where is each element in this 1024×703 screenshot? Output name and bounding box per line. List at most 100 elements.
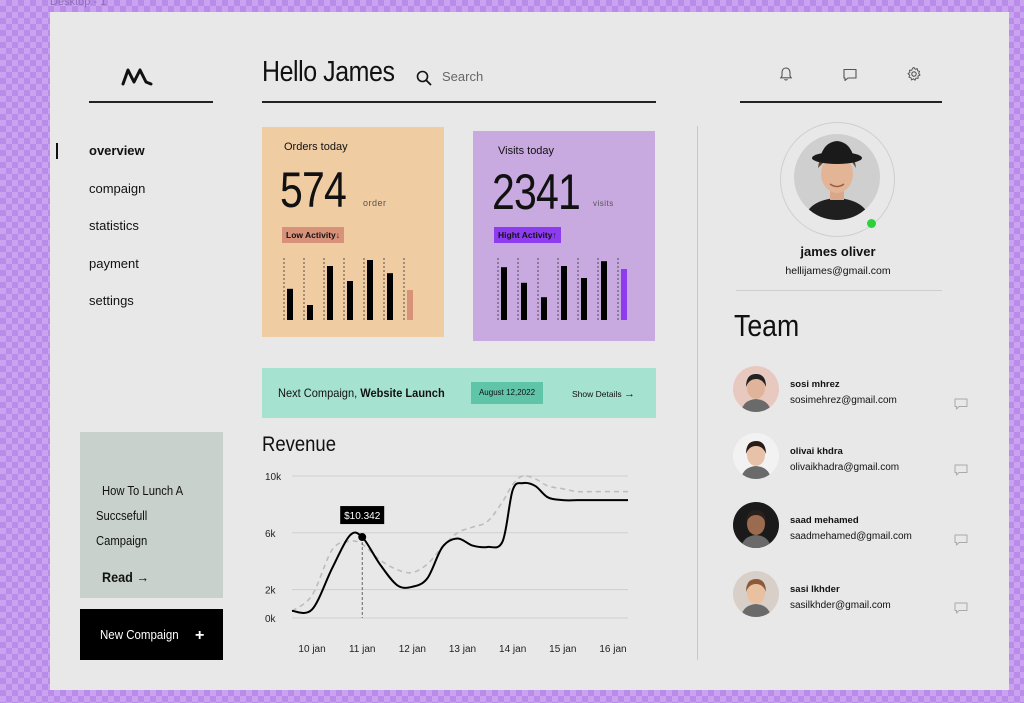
visits-unit: visits <box>593 199 614 208</box>
revenue-tooltip <box>340 506 385 525</box>
new-campaign-label: New Compaign <box>100 628 179 642</box>
nav-item-statistics[interactable]: statistics <box>89 218 139 233</box>
bell-icon[interactable] <box>778 66 794 82</box>
team-member-email: saadmehamed@gmail.com <box>790 531 912 542</box>
profile-avatar[interactable] <box>794 134 880 220</box>
visits-count: 2341 <box>492 164 581 220</box>
team-member-avatar <box>733 502 779 548</box>
read-label: Read <box>102 569 133 585</box>
team-member-name: sasi lkhder <box>790 584 840 595</box>
revenue-title: Revenue <box>262 433 336 456</box>
visits-bar <box>601 261 607 320</box>
team-member-row[interactable]: sosi mhrez sosimehrez@gmail.com <box>733 366 973 414</box>
visits-bar <box>541 297 547 320</box>
orders-activity-badge: Low Activity↓ <box>282 227 344 243</box>
online-status-dot <box>867 219 876 228</box>
banner-text: Next Compaign, Website Launch <box>278 386 445 400</box>
visits-card-title: Visits today <box>498 145 555 157</box>
orders-bar <box>307 305 313 320</box>
frame-label: Desktop - 1 <box>50 0 107 8</box>
team-member-name: olivai khdra <box>790 446 843 457</box>
chat-icon[interactable] <box>954 602 968 614</box>
orders-bar <box>327 266 333 320</box>
new-campaign-button[interactable]: New Compaign + <box>80 609 223 660</box>
revenue-x-tick: 11 jan <box>349 644 376 655</box>
nav-item-overview[interactable]: overview <box>89 143 145 158</box>
search-input[interactable] <box>440 68 644 85</box>
revenue-y-tick: 10k <box>265 472 282 483</box>
brand-logo <box>121 68 153 86</box>
header-right-underline <box>740 101 942 103</box>
team-member-row[interactable]: sasi lkhder sasilkhder@gmail.com <box>733 571 973 619</box>
nav-active-marker <box>56 143 58 159</box>
profile-divider <box>736 290 942 291</box>
chat-icon[interactable] <box>954 534 968 546</box>
header-underline <box>262 101 656 103</box>
gear-icon[interactable] <box>906 66 922 82</box>
team-member-avatar <box>733 366 779 412</box>
arrow-right-icon: → <box>623 388 635 400</box>
orders-bar <box>347 281 353 320</box>
visits-bar <box>581 278 587 320</box>
team-member-email: sosimehrez@gmail.com <box>790 395 897 406</box>
orders-count: 574 <box>280 162 347 218</box>
promo-line-3: Campaign <box>96 534 148 548</box>
revenue-line-dashed <box>291 474 628 612</box>
team-member-row[interactable]: saad mehamed saadmehamed@gmail.com <box>733 502 973 550</box>
plus-icon: + <box>195 627 205 644</box>
revenue-y-tick: 6k <box>265 529 277 540</box>
visits-bar <box>621 269 627 320</box>
revenue-y-tick: 0k <box>265 614 277 625</box>
orders-unit: order <box>363 198 387 208</box>
profile-avatar-ring <box>780 122 895 237</box>
visits-bar <box>521 282 527 320</box>
orders-bar <box>407 290 413 320</box>
profile-name: james oliver <box>800 244 876 259</box>
nav-item-settings[interactable]: settings <box>89 293 134 308</box>
revenue-point[interactable] <box>358 533 367 542</box>
revenue-chart: 10k 6k 2k 0k 10 jan 11 jan 12 jan 13 jan 14 jan 1… <box>265 472 628 655</box>
orders-bar <box>287 288 293 320</box>
arrow-right-icon: → <box>136 569 149 585</box>
banner-highlight: Website Launch <box>360 386 445 400</box>
team-member-email: olivaikhadra@gmail.com <box>790 462 900 473</box>
team-member-email: sasilkhder@gmail.com <box>790 600 891 611</box>
chat-icon[interactable] <box>954 398 968 410</box>
revenue-x-tick: 10 jan <box>298 644 325 655</box>
panel-divider <box>697 126 698 660</box>
revenue-x-tick: 12 jan <box>399 644 426 655</box>
banner-date-badge: August 12,2022 <box>471 382 543 404</box>
revenue-x-tick: 14 jan <box>499 644 526 655</box>
nav-item-compaign[interactable]: compaign <box>89 181 146 196</box>
show-details-link[interactable]: Show Details → <box>572 388 635 400</box>
promo-card <box>80 432 223 598</box>
visits-bar <box>501 267 507 320</box>
revenue-x-tick: 15 jan <box>549 644 576 655</box>
visits-badge-label: Hight Activity <box>498 230 553 240</box>
nav-item-payment[interactable]: payment <box>89 256 139 271</box>
revenue-y-tick: 2k <box>265 586 277 597</box>
team-member-row[interactable]: olivai khdra olivaikhadra@gmail.com <box>733 433 973 481</box>
revenue-x-tick: 13 jan <box>449 644 476 655</box>
team-member-avatar <box>733 433 779 479</box>
orders-card-title: Orders today <box>284 141 348 153</box>
read-button[interactable]: Read → <box>102 569 149 585</box>
revenue-tooltip-label: $10.342 <box>344 511 381 522</box>
arrow-up-icon: ↑ <box>552 230 557 240</box>
chat-icon[interactable] <box>954 464 968 476</box>
show-details-label: Show Details <box>572 389 622 399</box>
orders-bar-chart <box>283 258 413 320</box>
page-title: Hello James <box>262 56 395 88</box>
team-member-avatar <box>733 571 779 617</box>
chat-icon[interactable] <box>842 67 858 83</box>
promo-line-1: How To Lunch A <box>102 484 184 498</box>
next-campaign-banner <box>262 368 656 418</box>
orders-bar <box>387 273 393 320</box>
revenue-line <box>291 481 628 614</box>
logo-underline <box>89 101 213 103</box>
banner-prefix: Next Compaign, <box>278 386 358 400</box>
team-member-name: sosi mhrez <box>790 379 840 390</box>
profile-email: hellijames@gmail.com <box>785 265 891 277</box>
orders-badge-label: Low Activity <box>286 230 336 240</box>
search-icon[interactable] <box>416 70 432 86</box>
